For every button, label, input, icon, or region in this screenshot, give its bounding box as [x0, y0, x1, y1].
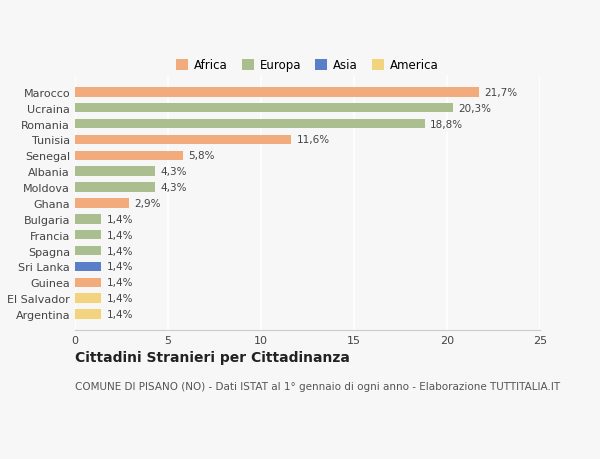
Bar: [75, 310, 101, 319]
Bar: [75, 278, 101, 287]
Bar: [75, 104, 452, 113]
Bar: [75, 151, 183, 161]
Text: 20,3%: 20,3%: [458, 103, 491, 113]
Bar: [75, 199, 129, 208]
Legend: Africa, Europa, Asia, America: Africa, Europa, Asia, America: [172, 55, 443, 77]
Text: 1,4%: 1,4%: [107, 246, 133, 256]
Bar: [75, 246, 101, 256]
Text: 4,3%: 4,3%: [161, 183, 187, 193]
Bar: [75, 183, 155, 192]
Bar: [75, 230, 101, 240]
Text: 4,3%: 4,3%: [161, 167, 187, 177]
Text: 1,4%: 1,4%: [107, 230, 133, 240]
Text: COMUNE DI PISANO (NO) - Dati ISTAT al 1° gennaio di ogni anno - Elaborazione TUT: COMUNE DI PISANO (NO) - Dati ISTAT al 1°…: [75, 381, 560, 391]
Bar: [75, 294, 101, 303]
Text: 21,7%: 21,7%: [484, 88, 517, 98]
Text: 1,4%: 1,4%: [107, 262, 133, 272]
Text: 2,9%: 2,9%: [134, 199, 161, 208]
Bar: [75, 167, 155, 177]
Text: 18,8%: 18,8%: [430, 119, 463, 129]
Text: 1,4%: 1,4%: [107, 294, 133, 303]
Text: 5,8%: 5,8%: [188, 151, 215, 161]
Bar: [75, 215, 101, 224]
Bar: [75, 88, 479, 97]
Text: 11,6%: 11,6%: [296, 135, 329, 145]
Text: 1,4%: 1,4%: [107, 278, 133, 288]
Text: Cittadini Stranieri per Cittadinanza: Cittadini Stranieri per Cittadinanza: [75, 350, 350, 364]
Bar: [75, 119, 425, 129]
Text: 1,4%: 1,4%: [107, 309, 133, 319]
Bar: [75, 262, 101, 272]
Text: 1,4%: 1,4%: [107, 214, 133, 224]
Bar: [75, 135, 291, 145]
